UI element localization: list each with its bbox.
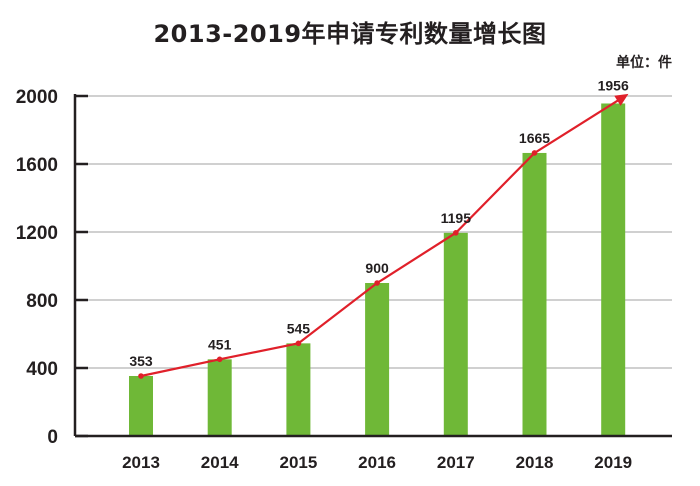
data-label: 1956	[598, 77, 629, 93]
x-tick-label: 2019	[594, 453, 632, 472]
x-tick-label: 2013	[122, 453, 160, 472]
x-tick-label: 2015	[279, 453, 317, 472]
bar-2013	[129, 376, 153, 436]
bar-2014	[208, 359, 232, 436]
x-tick-label: 2016	[358, 453, 396, 472]
line-point-2013	[138, 373, 144, 379]
data-label: 1195	[441, 210, 472, 226]
bar-2016	[365, 283, 389, 436]
data-label: 1665	[519, 130, 550, 146]
y-tick-label: 800	[26, 291, 58, 312]
line-point-2015	[296, 341, 302, 347]
bar-2019	[601, 103, 625, 436]
y-tick-label: 400	[26, 359, 58, 380]
y-tick-label: 0	[47, 427, 58, 448]
data-label: 900	[365, 260, 389, 276]
line-point-2016	[374, 280, 380, 286]
bar-2018	[523, 153, 547, 436]
data-label: 353	[129, 353, 153, 369]
line-point-2014	[217, 357, 223, 363]
y-tick-label: 1600	[16, 155, 58, 176]
x-tick-label: 2017	[437, 453, 475, 472]
x-tick-label: 2018	[516, 453, 554, 472]
y-tick-label: 1200	[16, 223, 58, 244]
y-tick-label: 2000	[16, 87, 58, 108]
line-point-2018	[532, 150, 538, 156]
x-tick-label: 2014	[201, 453, 239, 472]
bar-2015	[286, 343, 310, 436]
line-point-2017	[453, 230, 459, 236]
data-label: 545	[287, 320, 311, 336]
data-label: 451	[208, 336, 232, 352]
bar-2017	[444, 233, 468, 436]
